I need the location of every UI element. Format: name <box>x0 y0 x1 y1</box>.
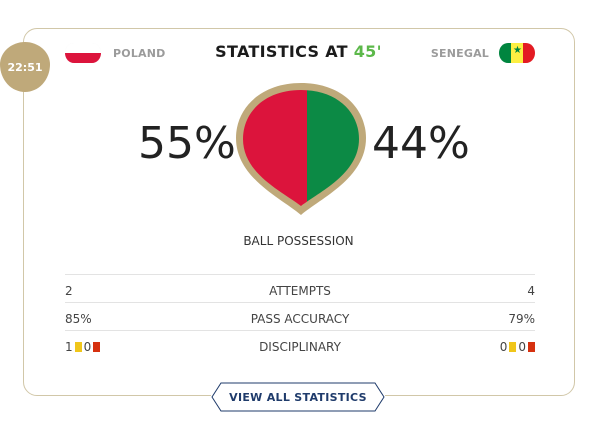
home-pass-accuracy: 85% <box>65 312 92 326</box>
button-outline-icon <box>211 382 385 412</box>
match-time: 22:51 <box>7 60 43 74</box>
away-attempts: 4 <box>527 284 535 298</box>
stats-title-prefix: STATISTICS AT <box>215 42 348 61</box>
red-card-icon <box>93 342 101 352</box>
stat-row-attempts: 2 ATTEMPTS 4 <box>65 274 535 303</box>
pass-accuracy-label: PASS ACCURACY <box>250 312 350 326</box>
view-all-statistics-button[interactable]: VIEW ALL STATISTICS <box>211 382 385 412</box>
match-time-badge: 22:51 <box>0 42 50 92</box>
ball-possession-label: BALL POSSESSION <box>243 234 354 248</box>
disciplinary-label: DISCIPLINARY <box>259 340 341 354</box>
away-pass-accuracy: 79% <box>508 312 535 326</box>
away-team: SENEGAL ★ <box>431 43 535 63</box>
home-red-count: 0 <box>83 340 92 354</box>
home-team: POLAND <box>65 43 165 63</box>
home-team-name: POLAND <box>113 46 166 60</box>
away-red-count: 0 <box>518 340 526 354</box>
away-possession-value: 44% <box>372 118 470 169</box>
yellow-card-icon <box>509 342 517 352</box>
senegal-flag-icon: ★ <box>499 43 535 63</box>
stat-row-pass-accuracy: 85% PASS ACCURACY 79% <box>65 302 535 331</box>
home-yellow-count: 1 <box>65 340 73 354</box>
poland-flag-icon <box>65 43 101 63</box>
yellow-card-icon <box>74 342 82 352</box>
ball-possession-icon <box>236 83 366 215</box>
home-attempts: 2 <box>65 284 73 298</box>
stats-title-minute: 45' <box>353 42 382 61</box>
view-all-statistics-label: VIEW ALL STATISTICS <box>229 390 367 404</box>
away-yellow-count: 0 <box>499 340 508 354</box>
attempts-label: ATTEMPTS <box>269 284 331 298</box>
red-card-icon <box>528 342 535 352</box>
home-possession-value: 55% <box>138 118 236 169</box>
away-team-name: SENEGAL <box>430 46 489 60</box>
stats-title: STATISTICS AT 45' <box>0 42 597 61</box>
